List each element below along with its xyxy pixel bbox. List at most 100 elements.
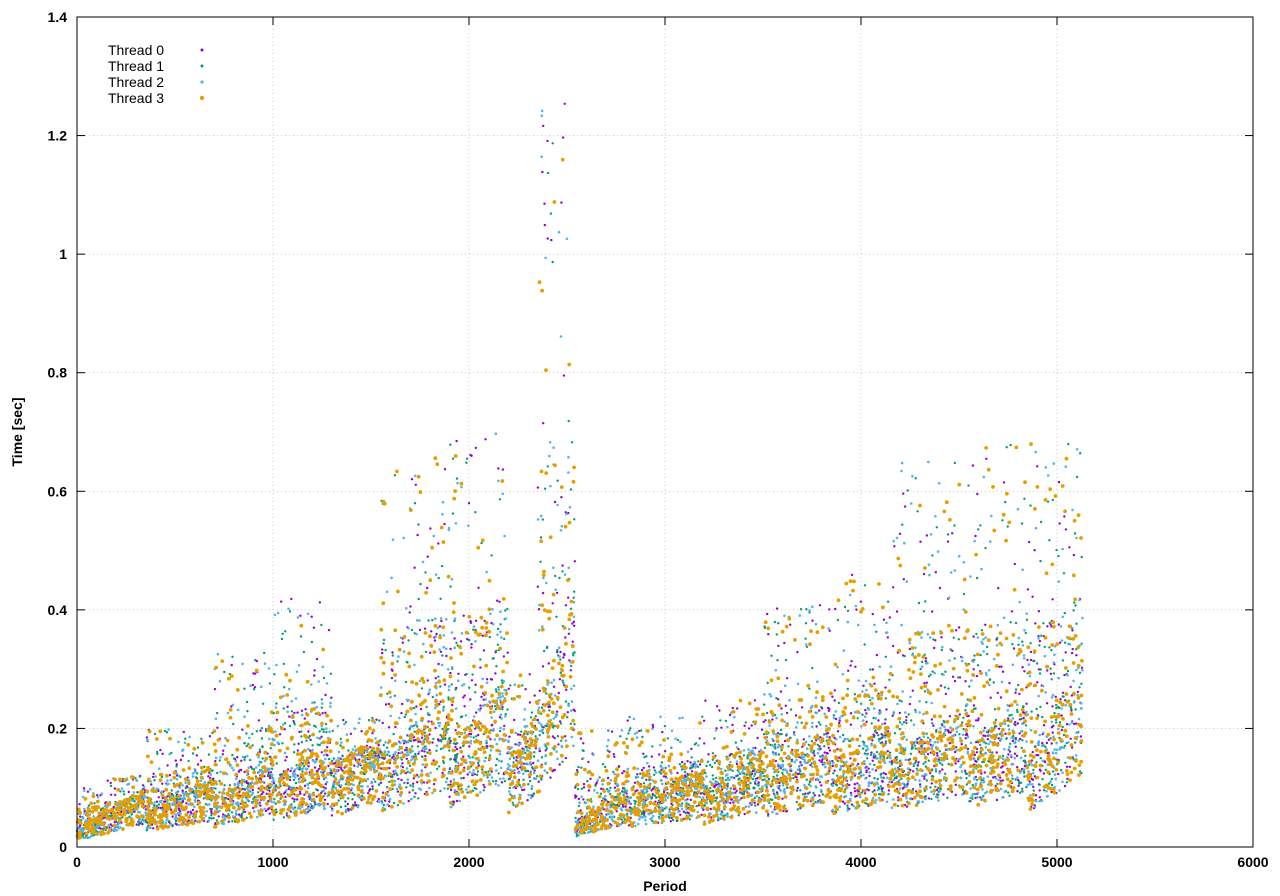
data-point bbox=[300, 805, 304, 808]
data-point bbox=[487, 629, 492, 634]
data-point bbox=[497, 479, 500, 483]
data-point bbox=[231, 655, 234, 658]
data-point bbox=[356, 787, 361, 792]
data-point bbox=[506, 810, 511, 815]
data-point bbox=[407, 799, 410, 803]
data-point bbox=[203, 765, 206, 768]
data-point bbox=[243, 810, 247, 814]
data-point bbox=[185, 822, 190, 827]
data-point bbox=[322, 730, 325, 734]
data-point bbox=[454, 707, 458, 710]
data-point bbox=[445, 654, 448, 658]
data-point bbox=[569, 709, 573, 712]
data-point bbox=[313, 724, 316, 727]
data-point bbox=[555, 713, 559, 716]
data-point bbox=[371, 787, 374, 791]
data-point bbox=[411, 745, 414, 748]
data-point bbox=[552, 566, 555, 569]
data-point bbox=[565, 512, 568, 516]
data-point bbox=[367, 726, 372, 731]
data-point bbox=[570, 441, 574, 444]
data-point bbox=[464, 714, 468, 717]
data-point bbox=[241, 817, 246, 822]
data-point bbox=[92, 815, 95, 818]
data-point bbox=[234, 772, 239, 777]
data-point bbox=[120, 787, 124, 790]
data-point bbox=[335, 810, 340, 814]
data-point bbox=[485, 772, 490, 777]
data-point bbox=[257, 764, 261, 767]
data-point bbox=[455, 765, 460, 770]
data-point bbox=[450, 708, 454, 713]
data-point bbox=[154, 775, 157, 778]
data-point bbox=[504, 691, 509, 696]
data-point bbox=[178, 781, 183, 786]
data-point bbox=[636, 773, 639, 776]
data-point bbox=[560, 201, 563, 204]
data-point bbox=[545, 679, 550, 684]
data-point bbox=[548, 441, 552, 444]
data-point bbox=[553, 574, 557, 578]
data-point bbox=[263, 807, 266, 811]
data-point bbox=[474, 511, 477, 514]
data-point bbox=[329, 768, 332, 771]
data-point bbox=[315, 657, 319, 661]
data-point bbox=[460, 790, 465, 794]
data-point bbox=[683, 770, 687, 774]
data-point bbox=[445, 777, 449, 780]
data-point bbox=[517, 743, 520, 746]
data-point bbox=[362, 754, 367, 759]
data-point bbox=[473, 782, 477, 787]
data-point bbox=[686, 760, 689, 763]
data-point bbox=[368, 793, 373, 798]
data-point bbox=[494, 432, 498, 436]
data-point bbox=[330, 802, 335, 807]
data-point bbox=[605, 803, 609, 807]
data-point bbox=[417, 597, 420, 601]
data-point bbox=[413, 730, 416, 733]
data-point bbox=[372, 777, 376, 781]
data-point bbox=[494, 764, 498, 767]
data-point bbox=[390, 668, 393, 671]
data-point bbox=[306, 612, 310, 616]
data-point bbox=[347, 809, 350, 812]
data-point bbox=[99, 827, 102, 830]
data-point bbox=[449, 443, 452, 446]
data-point bbox=[188, 820, 193, 825]
data-point bbox=[506, 607, 509, 611]
data-point bbox=[454, 729, 457, 732]
data-point bbox=[462, 683, 466, 686]
data-point bbox=[567, 704, 570, 707]
data-point bbox=[141, 795, 145, 799]
data-point bbox=[456, 481, 459, 485]
data-point bbox=[534, 727, 538, 731]
data-point bbox=[545, 742, 550, 746]
data-point bbox=[413, 663, 416, 667]
data-point bbox=[139, 791, 144, 796]
data-point bbox=[162, 804, 167, 808]
data-point bbox=[449, 742, 452, 745]
data-point bbox=[224, 808, 229, 813]
data-point bbox=[517, 796, 522, 801]
data-point bbox=[327, 791, 331, 795]
data-point bbox=[240, 795, 245, 799]
data-point bbox=[138, 818, 142, 821]
data-point bbox=[236, 795, 241, 800]
data-point bbox=[300, 735, 303, 738]
data-point bbox=[494, 779, 498, 783]
data-point bbox=[261, 745, 264, 748]
data-point bbox=[472, 715, 476, 718]
data-point bbox=[547, 693, 552, 697]
data-point bbox=[372, 759, 376, 764]
data-point bbox=[558, 576, 561, 580]
data-point bbox=[214, 665, 219, 670]
data-point bbox=[299, 723, 304, 728]
data-point bbox=[83, 807, 86, 811]
data-point bbox=[210, 810, 213, 813]
data-point bbox=[508, 764, 511, 768]
data-point bbox=[505, 631, 509, 635]
data-point bbox=[158, 778, 163, 783]
data-point bbox=[175, 765, 178, 768]
data-point bbox=[265, 792, 268, 795]
data-point bbox=[499, 630, 502, 634]
